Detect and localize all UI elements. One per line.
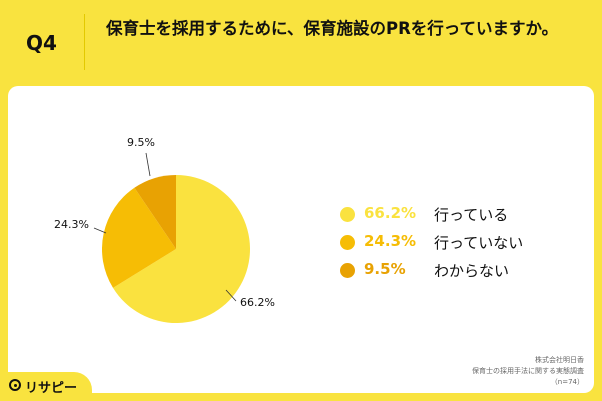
leader-line: [225, 289, 237, 302]
brand-logo: リサピー: [0, 372, 92, 401]
data-label: 66.2%: [240, 296, 275, 309]
source-survey: 保育士の採用手法に関する実態調査: [472, 367, 584, 375]
header-divider: [84, 14, 85, 70]
sample-size: （n=74）: [550, 378, 584, 386]
legend-value: 9.5%: [364, 260, 406, 278]
source-note: 株式会社明日香 保育士の採用手法に関する実態調査 （n=74）: [472, 355, 584, 388]
legend-value: 66.2%: [364, 204, 417, 222]
legend-item-yes: 66.2% 行っている: [340, 204, 560, 232]
question-label: Q4: [26, 31, 57, 55]
data-label: 9.5%: [127, 136, 155, 149]
legend-dot: [340, 263, 355, 278]
legend-item-no: 24.3% 行っていない: [340, 232, 560, 260]
header: Q4 保育士を採用するために、保育施設のPRを行っていますか。: [0, 0, 602, 86]
legend-dot: [340, 235, 355, 250]
pie-slice: [102, 187, 176, 288]
legend-label: わからない: [434, 262, 510, 280]
magnifier-icon: [9, 379, 21, 391]
pie-slice: [113, 175, 251, 323]
legend-value: 24.3%: [364, 232, 417, 250]
source-company: 株式会社明日香: [535, 356, 584, 364]
legend: 66.2% 行っている 24.3% 行っていない 9.5% わからない: [340, 204, 560, 288]
legend-dot: [340, 207, 355, 222]
leader-line: [93, 227, 107, 234]
legend-label: 行っていない: [434, 234, 524, 252]
data-label: 24.3%: [54, 218, 89, 231]
legend-item-unknown: 9.5% わからない: [340, 260, 560, 288]
pie-slice: [134, 175, 176, 249]
brand-name: リサピー: [25, 381, 78, 396]
question-title: 保育士を採用するために、保育施設のPRを行っていますか。: [106, 19, 559, 38]
legend-label: 行っている: [434, 206, 509, 224]
leader-line: [145, 152, 151, 177]
